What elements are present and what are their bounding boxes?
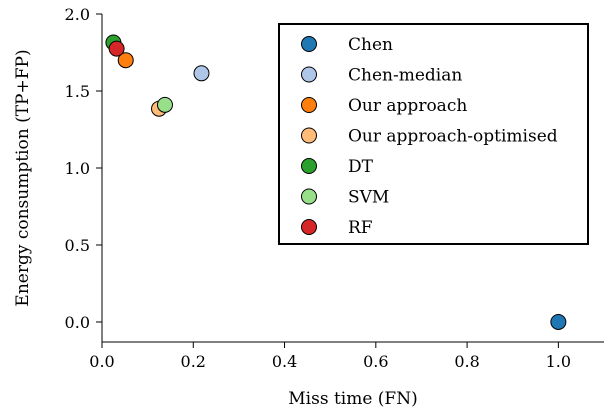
legend: Chen Chen-median Our approach Our approach-… xyxy=(279,24,588,244)
legend-label: Our approach-optimised xyxy=(348,127,558,147)
y-tick-label: 1.5 xyxy=(65,82,90,101)
y-tick-label: 1.0 xyxy=(65,159,90,178)
x-tick-label: 1.0 xyxy=(546,352,571,371)
legend-marker xyxy=(302,67,317,82)
y-axis-label: Energy consumption (TP+FP) xyxy=(13,49,33,306)
legend-marker xyxy=(302,37,317,52)
legend-label: RF xyxy=(348,218,373,238)
x-axis-label: Miss time (FN) xyxy=(288,389,417,409)
point-svm xyxy=(157,97,172,112)
point-chen-median xyxy=(194,66,209,81)
x-tick-label: 0.8 xyxy=(454,352,479,371)
point-chen xyxy=(551,314,566,329)
legend-label: Chen-median xyxy=(348,66,462,86)
legend-marker xyxy=(302,220,317,235)
x-tick-label: 0.0 xyxy=(89,352,114,371)
x-tick-label: 0.4 xyxy=(272,352,297,371)
legend-marker xyxy=(302,189,317,204)
legend-label: Our approach xyxy=(348,96,467,116)
y-tick-label: 0.0 xyxy=(65,313,90,332)
legend-marker xyxy=(302,128,317,143)
legend-marker xyxy=(302,159,317,174)
legend-label: DT xyxy=(348,157,374,177)
point-rf xyxy=(109,41,124,56)
legend-label: Chen xyxy=(348,35,393,55)
x-tick-label: 0.6 xyxy=(363,352,388,371)
y-tick-label: 2.0 xyxy=(65,5,90,24)
legend-label: SVM xyxy=(348,188,389,208)
legend-marker xyxy=(302,98,317,113)
x-tick-label: 0.2 xyxy=(181,352,206,371)
y-tick-label: 0.5 xyxy=(65,236,90,255)
